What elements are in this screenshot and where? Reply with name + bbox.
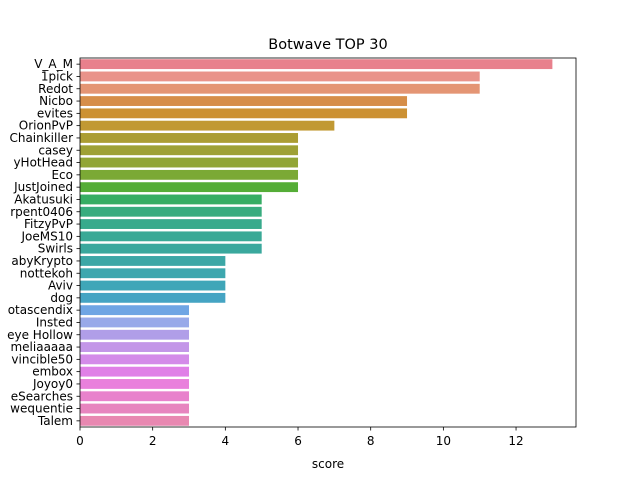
y-tick-label: Akatusuki xyxy=(14,192,73,206)
y-tick-label: eSearches xyxy=(11,389,73,403)
bar xyxy=(80,231,262,242)
plot-frame xyxy=(79,57,577,428)
y-tick-label: eye Hollow xyxy=(7,328,73,342)
y-tick-label: casey xyxy=(38,143,73,157)
bar xyxy=(80,415,190,426)
bars-group xyxy=(80,59,553,426)
bar xyxy=(80,182,299,193)
bar xyxy=(80,108,408,119)
y-tick-label: Chainkiller xyxy=(9,131,73,145)
y-tick-label: evites xyxy=(37,106,73,120)
bar xyxy=(80,71,480,82)
y-tick-label: FitzyPvP xyxy=(24,217,73,231)
x-tick-label: 2 xyxy=(149,434,157,448)
x-tick-label: 0 xyxy=(76,434,84,448)
bar xyxy=(80,342,190,352)
x-tick-label: 6 xyxy=(294,434,302,448)
bar xyxy=(80,268,226,279)
y-tick-label: Swirls xyxy=(38,242,73,256)
bar xyxy=(80,305,190,316)
y-tick-label: wequentie xyxy=(10,402,73,416)
y-tick-label: Aviv xyxy=(48,279,73,293)
bar xyxy=(80,354,190,365)
y-tick-label: abyKrypto xyxy=(11,254,73,268)
bar xyxy=(80,194,262,205)
bar xyxy=(80,403,190,414)
y-tick-label: rpent0406 xyxy=(10,205,73,219)
bar xyxy=(80,243,262,254)
y-tick-label: Talem xyxy=(37,414,73,428)
y-tick-label: JoeMS10 xyxy=(20,229,73,243)
bar xyxy=(80,59,553,70)
y-tick-label: 1pick xyxy=(41,69,73,83)
bar xyxy=(80,292,226,303)
y-tick-label: meliaaaaa xyxy=(10,340,73,354)
y-tick-label: nottekoh xyxy=(20,266,73,280)
y-tick-label: JustJoined xyxy=(13,180,73,194)
y-tick-label: otascendix xyxy=(8,303,73,317)
bar xyxy=(80,256,226,266)
x-tick-label: 10 xyxy=(436,434,451,448)
y-tick-label: Redot xyxy=(38,82,73,96)
bar xyxy=(80,83,480,94)
bar xyxy=(80,206,262,217)
bar xyxy=(80,145,299,156)
y-tick-label: embox xyxy=(32,365,73,379)
bar xyxy=(80,391,190,402)
chart-title: Botwave TOP 30 xyxy=(268,37,387,53)
bar xyxy=(80,169,299,180)
bar xyxy=(80,120,335,131)
x-ticks: 0 2 4 6 8 10 12 xyxy=(76,427,524,448)
bar xyxy=(80,366,190,377)
y-tick-labels: V_A_M1pickRedotNicboevitesOrionPvPChaink… xyxy=(7,57,80,428)
y-tick-label: Insted xyxy=(36,315,73,329)
y-tick-label: vincible50 xyxy=(11,352,73,366)
y-tick-label: V_A_M xyxy=(34,57,73,71)
y-tick-label: Joyoy0 xyxy=(32,377,73,391)
bar xyxy=(80,157,299,168)
bar xyxy=(80,219,262,229)
bar xyxy=(80,317,190,328)
bar xyxy=(80,329,190,340)
y-tick-label: Eco xyxy=(51,168,73,182)
x-tick-label: 12 xyxy=(508,434,523,448)
bar xyxy=(80,133,299,143)
y-tick-label: yHotHead xyxy=(13,156,73,170)
y-tick-label: dog xyxy=(50,291,73,305)
y-tick-label: OrionPvP xyxy=(19,119,73,133)
x-axis-label: score xyxy=(312,457,344,471)
x-tick-label: 8 xyxy=(367,434,375,448)
y-tick-label: Nicbo xyxy=(39,94,73,108)
bar xyxy=(80,96,408,106)
bar xyxy=(80,379,190,389)
bar xyxy=(80,280,226,291)
x-tick-label: 4 xyxy=(222,434,230,448)
